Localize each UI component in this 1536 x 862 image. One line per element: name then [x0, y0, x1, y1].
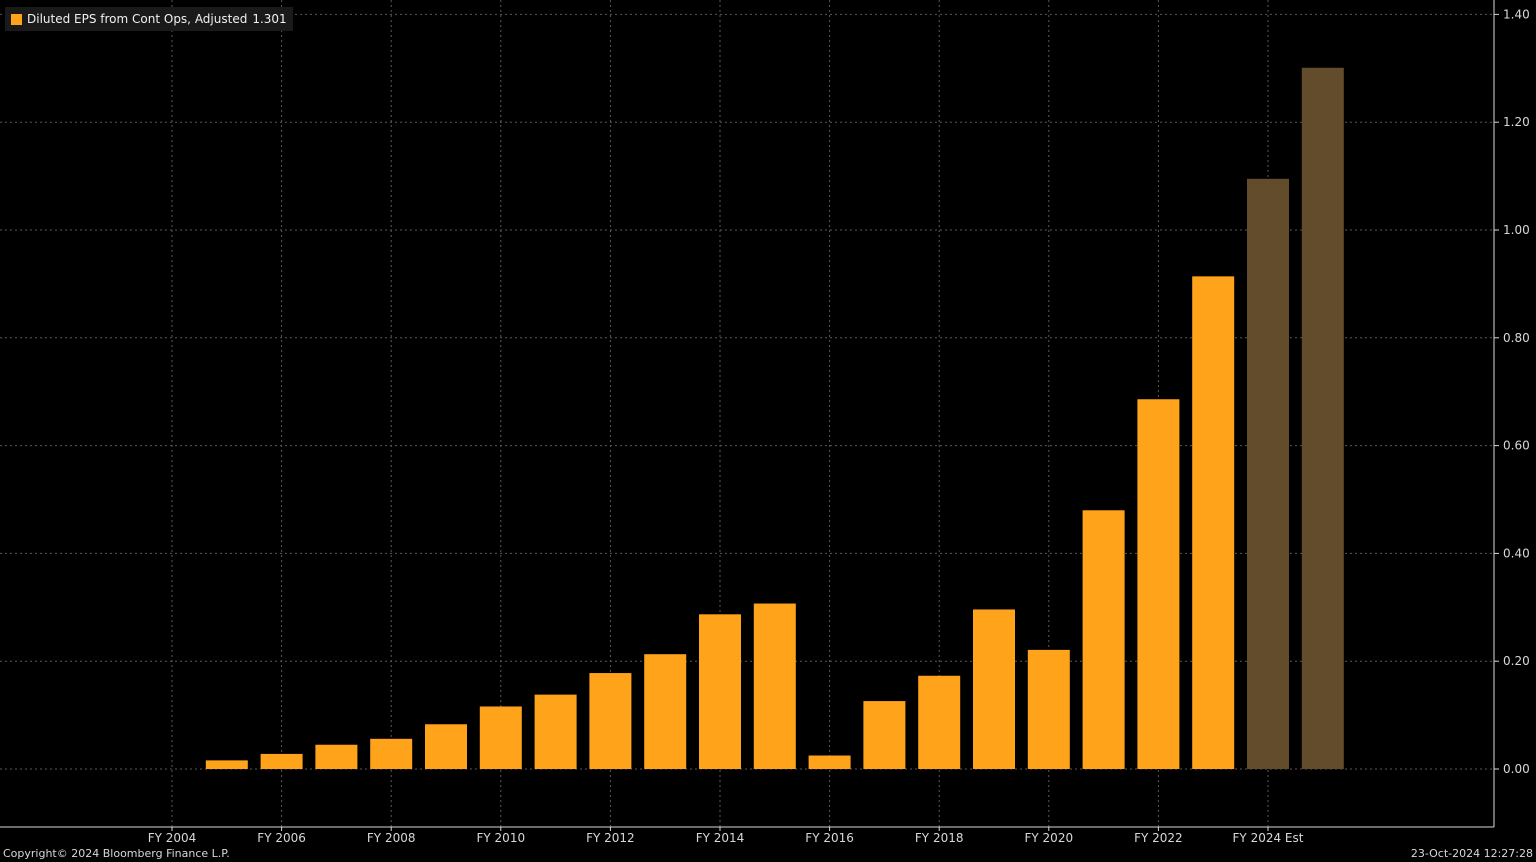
x-tick-label: FY 2024 Est — [1233, 831, 1304, 845]
x-tick-label: FY 2020 — [1025, 831, 1074, 845]
bar-actual — [205, 760, 248, 769]
bar-estimate — [1247, 178, 1289, 770]
y-tick-label: 1.00 — [1503, 223, 1530, 237]
bar-actual — [863, 701, 906, 769]
bar-actual — [808, 755, 851, 769]
y-tick-label: 0.60 — [1503, 439, 1530, 453]
x-tick-label: FY 2012 — [586, 831, 635, 845]
x-tick-label: FY 2016 — [805, 831, 854, 845]
bar-actual — [260, 753, 303, 769]
x-tick-label: FY 2004 — [148, 831, 197, 845]
chart-legend: Diluted EPS from Cont Ops, Adjusted 1.30… — [5, 7, 293, 31]
y-tick-label: 0.80 — [1503, 331, 1530, 345]
bar-actual — [1082, 510, 1125, 769]
gridlines — [0, 0, 1494, 827]
bar-actual — [315, 744, 358, 769]
x-tick-label: FY 2008 — [367, 831, 416, 845]
x-tick-label: FY 2014 — [696, 831, 745, 845]
y-tick-label: 1.40 — [1503, 7, 1530, 21]
bar-actual — [1137, 399, 1180, 769]
bar-actual — [918, 675, 961, 769]
legend-label: Diluted EPS from Cont Ops, Adjusted — [27, 12, 248, 26]
y-tick-label: 0.20 — [1503, 654, 1530, 668]
bar-estimate — [1301, 67, 1344, 770]
bars — [205, 67, 1344, 770]
timestamp-text: 23-Oct-2024 12:27:28 — [1410, 847, 1533, 860]
bar-actual — [479, 706, 522, 769]
legend-value: 1.301 — [252, 12, 287, 26]
x-tick-label: FY 2018 — [915, 831, 964, 845]
bar-actual — [644, 654, 687, 769]
x-tick-label: FY 2022 — [1134, 831, 1183, 845]
bar-actual — [1027, 649, 1070, 769]
bar-actual — [699, 614, 741, 769]
bar-actual — [973, 609, 1015, 769]
y-tick-label: 0.40 — [1503, 546, 1530, 560]
bar-actual — [425, 724, 467, 769]
y-tick-label: 1.20 — [1503, 115, 1530, 129]
y-tick-label: 0.00 — [1503, 762, 1530, 776]
bar-actual — [534, 694, 577, 769]
bar-actual — [753, 603, 796, 769]
bar-actual — [589, 673, 632, 769]
axes: 1.40 1.20 1.00 0.80 0.60 0.40 0.20 0.00 FY 2004 F… — [0, 0, 1530, 845]
x-tick-label: FY 2006 — [257, 831, 306, 845]
plot-area — [0, 0, 1494, 827]
bar-actual — [370, 738, 413, 769]
legend-swatch — [11, 13, 22, 25]
bar-actual — [1192, 276, 1235, 769]
x-tick-label: FY 2010 — [477, 831, 526, 845]
copyright-text: Copyright© 2024 Bloomberg Finance L.P. — [3, 847, 230, 860]
